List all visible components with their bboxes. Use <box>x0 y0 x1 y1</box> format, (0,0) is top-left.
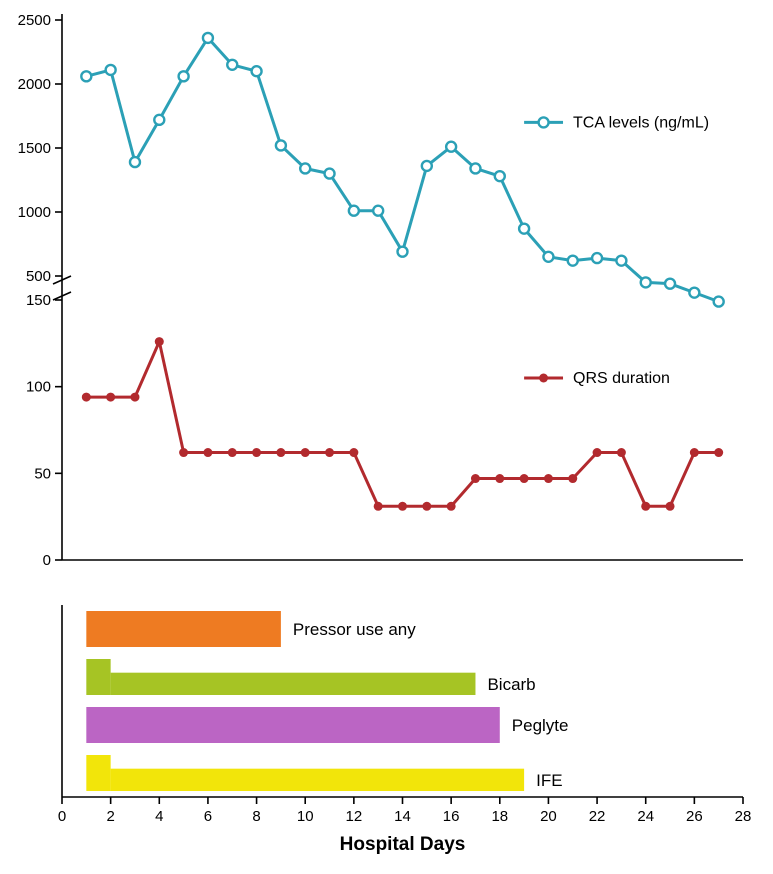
qrs-marker <box>179 448 188 457</box>
qrs-line <box>86 342 718 507</box>
ytick-top: 2500 <box>18 12 51 29</box>
tca-marker <box>349 206 359 216</box>
qrs-marker <box>301 448 310 457</box>
tca-marker <box>373 206 383 216</box>
qrs-marker <box>155 337 164 346</box>
xtick: 2 <box>106 808 114 825</box>
tca-marker <box>106 65 116 75</box>
tca-marker <box>422 161 432 171</box>
xtick: 8 <box>252 808 260 825</box>
tca-marker <box>641 277 651 287</box>
combined-chart: 5001000150020002500050100150TCA levels (… <box>0 0 773 874</box>
qrs-marker <box>276 448 285 457</box>
tca-marker <box>325 169 335 179</box>
xtick: 4 <box>155 808 163 825</box>
qrs-marker <box>544 474 553 483</box>
qrs-marker <box>568 474 577 483</box>
gantt-bar <box>111 673 476 695</box>
qrs-marker <box>495 474 504 483</box>
qrs-marker <box>666 502 675 511</box>
tca-marker <box>665 279 675 289</box>
qrs-marker <box>398 502 407 511</box>
x-axis-label: Hospital Days <box>340 834 466 855</box>
legend-tca-label: TCA levels (ng/mL) <box>573 114 709 131</box>
tca-marker <box>568 256 578 266</box>
gantt-label: Peglyte <box>512 716 569 735</box>
xtick: 14 <box>394 808 411 825</box>
qrs-marker <box>130 393 139 402</box>
xtick: 22 <box>589 808 606 825</box>
tca-marker <box>714 297 724 307</box>
xtick: 28 <box>735 808 752 825</box>
xtick: 0 <box>58 808 66 825</box>
qrs-marker <box>325 448 334 457</box>
tca-marker <box>616 256 626 266</box>
qrs-marker <box>690 448 699 457</box>
gantt-label: IFE <box>536 771 562 790</box>
tca-marker <box>154 115 164 125</box>
tca-marker <box>227 60 237 70</box>
tca-marker <box>398 247 408 257</box>
qrs-marker <box>82 393 91 402</box>
tca-marker <box>519 224 529 234</box>
gantt-bar <box>86 707 499 743</box>
tca-marker <box>81 71 91 81</box>
gantt-label: Pressor use any <box>293 620 416 639</box>
tca-marker <box>470 163 480 173</box>
qrs-marker <box>471 474 480 483</box>
legend-qrs-marker <box>539 374 548 383</box>
xtick: 12 <box>346 808 363 825</box>
tca-marker <box>276 140 286 150</box>
xtick: 6 <box>204 808 212 825</box>
ytick-top: 2000 <box>18 76 51 93</box>
xtick: 20 <box>540 808 557 825</box>
ytick-top: 500 <box>26 268 51 285</box>
ytick-bottom: 0 <box>43 552 51 569</box>
xtick: 10 <box>297 808 314 825</box>
ytick-bottom: 150 <box>26 292 51 309</box>
qrs-marker <box>447 502 456 511</box>
ytick-top: 1500 <box>18 140 51 157</box>
tca-marker <box>300 163 310 173</box>
gantt-label: Bicarb <box>487 675 535 694</box>
qrs-marker <box>714 448 723 457</box>
legend-qrs-label: QRS duration <box>573 370 670 387</box>
tca-marker <box>179 71 189 81</box>
xtick: 26 <box>686 808 703 825</box>
ytick-bottom: 100 <box>26 379 51 396</box>
tca-marker <box>252 66 262 76</box>
xtick: 18 <box>491 808 508 825</box>
qrs-marker <box>252 448 261 457</box>
tca-marker <box>203 33 213 43</box>
qrs-marker <box>349 448 358 457</box>
tca-marker <box>130 157 140 167</box>
qrs-marker <box>422 502 431 511</box>
qrs-marker <box>228 448 237 457</box>
ytick-bottom: 50 <box>34 465 51 482</box>
legend-tca-marker <box>539 117 549 127</box>
xtick: 24 <box>637 808 654 825</box>
qrs-marker <box>617 448 626 457</box>
tca-marker <box>689 288 699 298</box>
ytick-top: 1000 <box>18 204 51 221</box>
gantt-bar <box>86 659 110 695</box>
tca-marker <box>592 253 602 263</box>
qrs-marker <box>593 448 602 457</box>
tca-marker <box>543 252 553 262</box>
qrs-marker <box>520 474 529 483</box>
qrs-marker <box>374 502 383 511</box>
xtick: 16 <box>443 808 460 825</box>
qrs-marker <box>641 502 650 511</box>
gantt-bar <box>111 769 524 791</box>
qrs-marker <box>203 448 212 457</box>
gantt-bar <box>86 755 110 791</box>
tca-marker <box>446 142 456 152</box>
tca-marker <box>495 171 505 181</box>
qrs-marker <box>106 393 115 402</box>
gantt-bar <box>86 611 281 647</box>
